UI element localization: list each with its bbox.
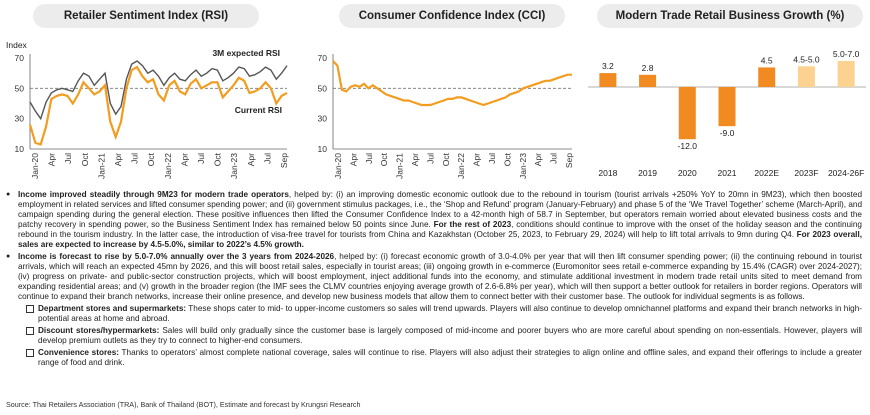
segment-3-heading: Convenience stores:: [38, 348, 119, 357]
checkbox-icon: [26, 305, 34, 313]
y-tick-label: 10: [15, 144, 25, 154]
series-label: 3M expected RSI: [212, 48, 280, 58]
bar-value-label: 4.5: [761, 55, 773, 65]
paragraph-2: Income is forecast to rise by 5.0-7.0% a…: [6, 252, 862, 302]
category-label: 2020: [678, 168, 697, 178]
bar-value-label: -12.0: [678, 141, 698, 151]
bar-value-label: 4.5-5.0: [793, 54, 820, 64]
x-tick-label: Jan-20: [30, 153, 40, 179]
cci-panel-title: Consumer Confidence Index (CCI): [339, 4, 565, 28]
x-tick-label: Oct: [379, 152, 389, 166]
series-label: Current RSI: [235, 105, 282, 115]
series-line-cci: [332, 60, 572, 107]
commentary: Income improved steadily through 9M23 fo…: [6, 190, 862, 370]
x-tick-label: Jul: [63, 153, 73, 164]
segment-2-text: Sales will build only gradually since th…: [38, 326, 862, 345]
paragraph-1: Income improved steadily through 9M23 fo…: [6, 190, 862, 250]
category-label: 2023F: [794, 168, 818, 178]
segment-1-text: These shops cater to mid- to upper-incom…: [38, 304, 862, 323]
bar-value-label: 2.8: [642, 63, 654, 73]
bar-2020: [678, 87, 696, 140]
x-tick-label: Jan-20: [333, 153, 343, 179]
x-tick-label: Sep: [279, 153, 289, 168]
bar-2021: [718, 87, 736, 127]
y-tick-label: 50: [15, 83, 25, 93]
x-tick-label: Jan-22: [456, 153, 466, 179]
mtr-panel-title: Modern Trade Retail Business Growth (%): [597, 4, 863, 28]
p2-text-1: , helped by: (i) forecast economic growt…: [18, 252, 862, 301]
checkbox-icon: [26, 349, 34, 357]
x-tick-label: Sep: [564, 153, 574, 168]
x-tick-label: Apr: [348, 153, 358, 166]
bar-2018: [599, 73, 617, 87]
y-tick-label: 70: [318, 53, 328, 63]
category-label: 2021: [718, 168, 737, 178]
mtr-chart: 3.2 2018 2.8 2019 -12.0 2020 -9.0 2021 4.5 2022E 4…: [588, 49, 866, 178]
bar-value-label: 3.2: [602, 61, 614, 71]
cci-chart: 10 30 50 70 Jan-20 Apr Jul Oct Jan-21 Apr Jul Oct Ja…: [318, 53, 574, 179]
y-tick-label: 50: [318, 83, 328, 93]
p2-bold-1: Income is forecast to rise by 5.0-7.0% a…: [18, 252, 335, 261]
x-tick-label: Oct: [441, 152, 451, 166]
p1-bold-3: For 2023 overall, sales are expected to …: [18, 230, 863, 249]
bar-2024-26f: [837, 60, 855, 87]
x-tick-label: Jul: [130, 153, 140, 164]
x-tick-label: Apr: [246, 153, 256, 166]
rsi-panel-title: Retailer Sentiment Index (RSI): [33, 4, 259, 28]
x-tick-label: Jul: [425, 153, 435, 164]
p1-text-1: , helped by: (i) an improving domestic e…: [18, 190, 863, 229]
bar-2019: [639, 74, 657, 87]
y-axis-label: Index: [6, 40, 28, 50]
x-tick-label: Jan-21: [395, 153, 405, 179]
y-tick-label: 30: [15, 114, 25, 124]
x-tick-label: Apr: [113, 153, 123, 166]
bar-value-label: -9.0: [720, 128, 735, 138]
category-label: 2024-26F: [828, 168, 864, 178]
x-tick-label: Oct: [80, 152, 90, 166]
x-tick-label: Oct: [146, 152, 156, 166]
bar-value-label: 5.0-7.0: [833, 49, 860, 59]
y-tick-label: 30: [318, 114, 328, 124]
p1-text-2: , conditions should continue to improve …: [18, 220, 862, 239]
x-tick-label: Apr: [47, 153, 57, 166]
category-label: 2022E: [754, 168, 779, 178]
x-tick-label: Jul: [364, 153, 374, 164]
checkbox-icon: [26, 327, 34, 335]
x-tick-label: Oct: [213, 152, 223, 166]
x-tick-label: Jul: [196, 153, 206, 164]
x-tick-label: Jan-23: [229, 153, 239, 179]
category-label: 2018: [598, 168, 617, 178]
x-tick-label: Jan-21: [96, 153, 106, 179]
x-tick-label: Apr: [533, 153, 543, 166]
segment-discount-stores: Discount stores/hypermarkets: Sales will…: [6, 326, 862, 346]
segment-3-text: Thanks to operators’ almost complete nat…: [38, 348, 862, 367]
bar-2022e: [758, 67, 776, 87]
x-tick-label: Jul: [487, 153, 497, 164]
x-tick-label: Apr: [410, 153, 420, 166]
rsi-chart: Index 10 30 50 70 Jan-20 Apr Jul Oct Jan-21 Apr Jul…: [6, 40, 289, 179]
x-tick-label: Oct: [502, 152, 512, 166]
segment-2-heading: Discount stores/hypermarkets:: [38, 326, 160, 335]
bar-2023f: [797, 66, 815, 87]
segment-department-stores: Department stores and supermarkets: Thes…: [6, 304, 862, 324]
x-tick-label: Jan-23: [518, 153, 528, 179]
category-label: 2019: [638, 168, 657, 178]
y-tick-label: 70: [15, 53, 25, 63]
x-tick-label: Jul: [549, 153, 559, 164]
segment-1-heading: Department stores and supermarkets:: [38, 304, 187, 313]
segment-convenience-stores: Convenience stores: Thanks to operators’…: [6, 348, 862, 368]
p1-bold-2: For the rest of 2023: [433, 220, 512, 229]
series-line-current-rsi: [28, 65, 288, 146]
x-tick-label: Apr: [179, 153, 189, 166]
x-tick-label: Jan-22: [163, 153, 173, 179]
y-tick-label: 10: [318, 144, 328, 154]
x-tick-label: Jul: [262, 153, 272, 164]
x-tick-label: Apr: [472, 153, 482, 166]
p1-bold-1: Income improved steadily through 9M23 fo…: [18, 190, 289, 199]
source-note: Source: Thai Retailers Association (TRA)…: [6, 400, 361, 409]
series-line-3m-expected-rsi: [29, 60, 288, 121]
